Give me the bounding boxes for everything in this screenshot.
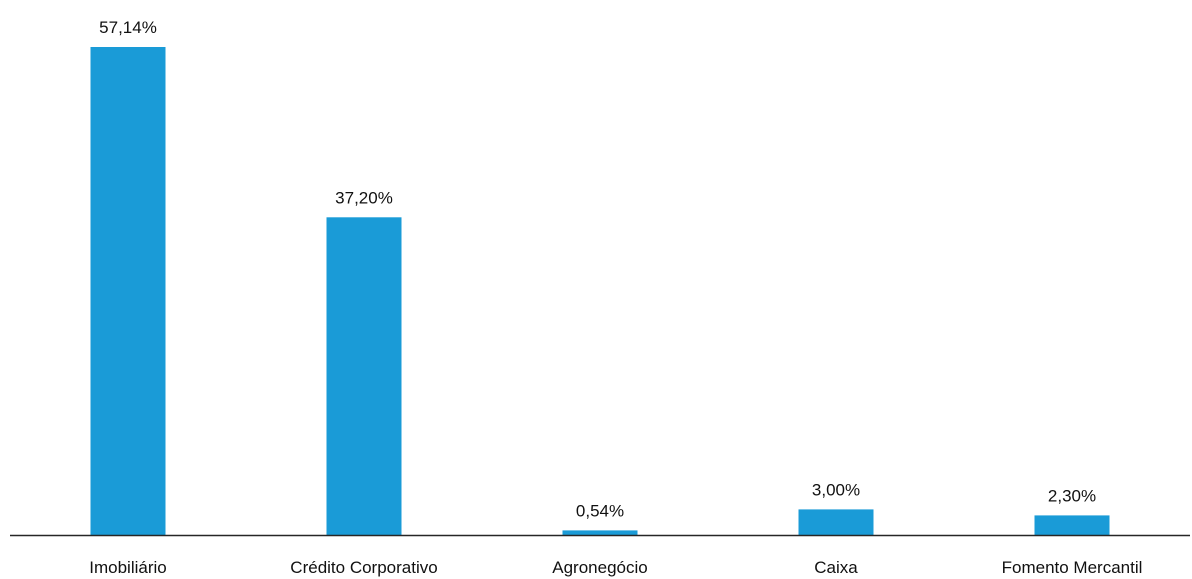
value-label-1: 37,20% [335,188,393,207]
bars-group [90,47,1110,536]
bar-2 [562,530,638,535]
category-label-1: Crédito Corporativo [290,558,437,577]
value-label-3: 3,00% [812,480,860,499]
bar-0 [90,47,166,535]
value-label-2: 0,54% [576,501,624,520]
category-label-0: Imobiliário [89,558,166,577]
category-labels-group: Imobiliário Crédito Corporativo Agronegóci… [89,558,1142,577]
bar-4 [1034,515,1110,535]
bar-3 [798,509,874,535]
value-label-4: 2,30% [1048,486,1096,505]
value-label-0: 57,14% [99,18,157,37]
bar-1 [326,217,402,536]
category-label-3: Caixa [814,558,858,577]
value-labels-group: 57,14% 37,20% 0,54% 3,00% 2,30% [99,18,1096,520]
category-label-2: Agronegócio [552,558,647,577]
category-label-4: Fomento Mercantil [1002,558,1143,577]
